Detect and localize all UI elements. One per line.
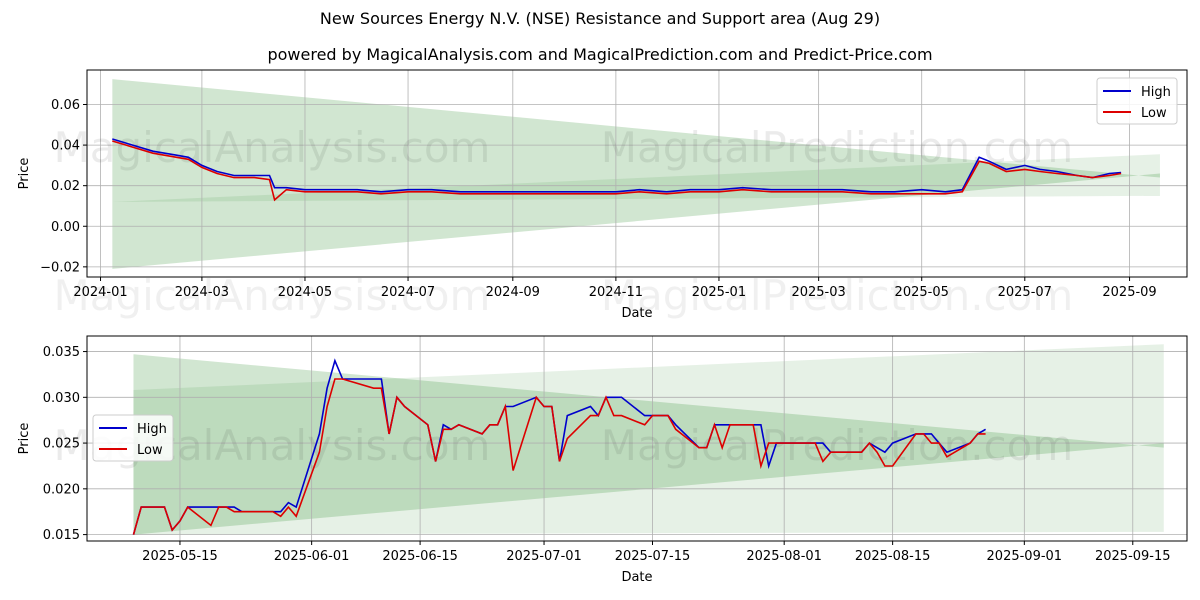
y-axis-label: Price	[17, 423, 32, 455]
x-tick-label: 2025-06-01	[274, 549, 350, 564]
x-tick-label: 2024-05	[278, 285, 332, 300]
y-tick-label: 0.020	[43, 482, 80, 497]
legend: High Low	[92, 414, 174, 462]
chart-title: New Sources Energy N.V. (NSE) Resistance…	[319, 9, 881, 28]
y-tick-label: −0.02	[40, 260, 80, 275]
x-tick-label: 2025-05	[895, 285, 949, 300]
series-line-low	[112, 140, 1122, 202]
panel-1: MagicalAnalysis.com MagicalPrediction.com…	[17, 69, 1188, 321]
x-tick-label: 2024-07	[381, 285, 435, 300]
x-tick-label: 2025-03	[791, 285, 845, 300]
x-tick-label: 2025-09-15	[1095, 549, 1171, 564]
watermark-right: MagicalPrediction.com	[601, 421, 1074, 470]
x-tick-label: 2025-08-01	[746, 549, 822, 564]
x-tick-label: 2025-06-15	[382, 549, 458, 564]
series-line-low	[132, 378, 986, 535]
x-tick-label: 2025-07-01	[506, 549, 582, 564]
legend-label-high: High	[137, 422, 167, 437]
legend: High Low	[1096, 77, 1178, 125]
x-tick-label: 2024-09	[486, 285, 540, 300]
y-tick-label: 0.04	[51, 139, 80, 154]
watermark-right: MagicalPrediction.com	[601, 271, 1074, 320]
legend-label-low: Low	[137, 443, 163, 458]
x-axis-label: Date	[621, 306, 652, 321]
y-tick-label: 0.015	[43, 528, 80, 543]
resistance-support-band	[112, 79, 1160, 269]
panel-2: MagicalAnalysis.com MagicalPrediction.com…	[17, 335, 1188, 585]
watermark-left: MagicalAnalysis.com	[54, 123, 491, 172]
x-tick-label: 2025-09	[1102, 285, 1156, 300]
legend-label-low: Low	[1141, 106, 1167, 121]
resistance-support-band	[112, 154, 1160, 202]
legend-label-high: High	[1141, 85, 1171, 100]
y-axis-label: Price	[17, 158, 32, 190]
x-tick-label: 2025-08-15	[855, 549, 931, 564]
y-tick-label: 0.06	[51, 98, 80, 113]
x-tick-label: 2024-01	[73, 285, 127, 300]
x-tick-label: 2024-03	[175, 285, 229, 300]
y-tick-label: 0.025	[43, 437, 80, 452]
x-tick-label: 2025-05-15	[142, 549, 218, 564]
y-tick-label: 0.030	[43, 391, 80, 406]
resistance-support-band	[133, 344, 1164, 535]
x-tick-label: 2025-09-01	[987, 549, 1063, 564]
y-tick-label: 0.035	[43, 345, 80, 360]
watermark-right: MagicalPrediction.com	[601, 123, 1074, 172]
plot-frame	[86, 69, 1188, 278]
x-tick-label: 2025-01	[692, 285, 746, 300]
resistance-support-band	[133, 354, 1164, 535]
y-tick-label: 0.02	[51, 179, 80, 194]
x-tick-label: 2024-11	[589, 285, 643, 300]
series-line-high	[112, 138, 1122, 193]
watermark-left: MagicalAnalysis.com	[54, 271, 491, 320]
y-tick-label: 0.00	[51, 220, 80, 235]
chart-subtitle: powered by MagicalAnalysis.com and Magic…	[267, 45, 933, 64]
x-tick-label: 2025-07	[998, 285, 1052, 300]
x-axis-label: Date	[621, 570, 652, 585]
x-tick-label: 2025-07-15	[615, 549, 691, 564]
plot-frame	[86, 335, 1188, 542]
